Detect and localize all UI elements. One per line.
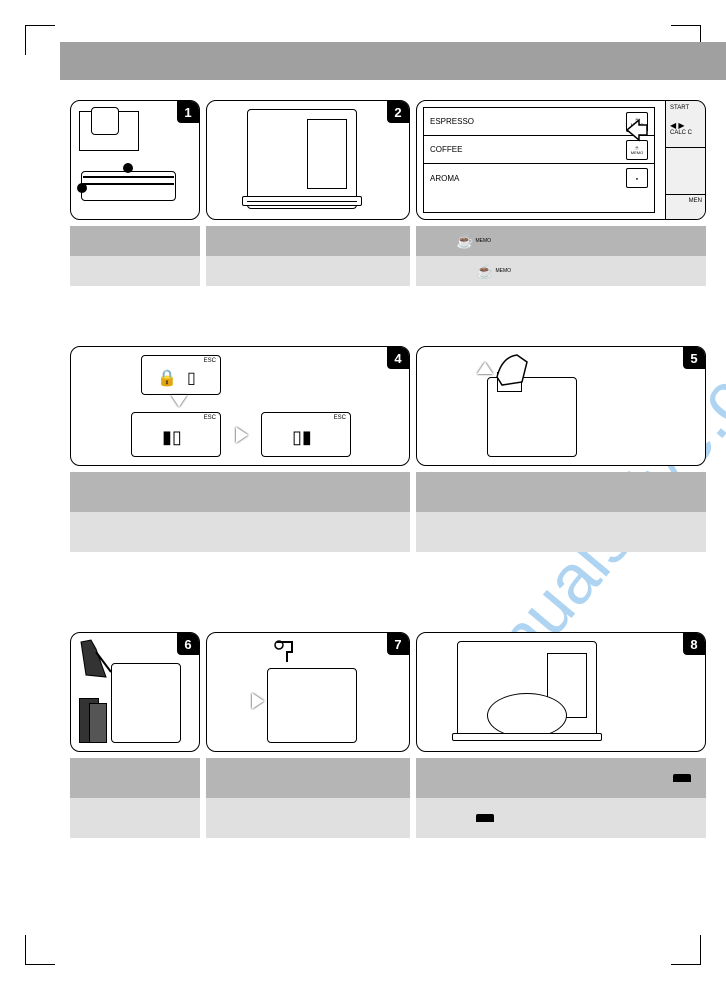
caption [70, 512, 410, 552]
aroma-button: ● [626, 168, 648, 188]
crop-mark [686, 10, 716, 40]
panel-number: 2 [387, 101, 409, 123]
display-row: AROMA ● [424, 164, 654, 192]
side-label: START [670, 105, 701, 111]
caption [206, 798, 410, 838]
caption-row-2b [70, 512, 706, 552]
caption [206, 758, 410, 798]
row-2: 4 ESC 🔒 ▯ ESC ▮▯ ESC ▯▮ 5 [70, 346, 706, 466]
header-bar [60, 42, 726, 80]
caption [70, 226, 200, 256]
flow-box: ESC 🔒 ▯ [141, 355, 221, 395]
side-label: CALC C [670, 130, 701, 136]
caption [70, 472, 410, 512]
side-label: MEN [666, 195, 705, 219]
esc-label: ESC [204, 358, 216, 364]
panel-2: 2 [206, 100, 410, 220]
panel-4: 4 ESC 🔒 ▯ ESC ▮▯ ESC ▯▮ [70, 346, 410, 466]
flow-box: ESC ▮▯ [131, 412, 221, 457]
caption: ☕ MEMO [416, 226, 706, 256]
panel-number: 4 [387, 347, 409, 369]
panel-3: 3 ESPRESSO ☕MEMO COFFEE ☕MEMO AROMA ● [416, 100, 706, 220]
row-1: 1 2 3 ESPRESSO ☕MEMO [70, 100, 706, 220]
panel-8: 8 [416, 632, 706, 752]
panel-number: 6 [177, 633, 199, 655]
machine-icon: ▯ [187, 368, 196, 388]
esc-label: ESC [334, 415, 346, 421]
panel-number: 7 [387, 633, 409, 655]
arrow-right-icon [252, 693, 264, 709]
option-label: COFFEE [430, 145, 462, 154]
bowl-icon [487, 693, 567, 738]
option-label: AROMA [430, 174, 459, 183]
arrow-up-icon [477, 362, 493, 374]
memo-label: MEMO [475, 238, 491, 244]
content: 1 2 3 ESPRESSO ☕MEMO [70, 100, 706, 838]
hand-removing-icon [487, 347, 547, 387]
arrow-down-icon [171, 395, 187, 407]
caption-row-3b [70, 798, 706, 838]
panel-6: 6 [70, 632, 200, 752]
side-panel: START ◀ ▶ CALC C MEN [665, 101, 705, 219]
arrow-right-icon [236, 427, 248, 443]
caption [206, 226, 410, 256]
panel-1: 1 [70, 100, 200, 220]
option-label: ESPRESSO [430, 117, 474, 126]
esc-label: ESC [204, 415, 216, 421]
bottle-pouring-icon [76, 637, 126, 687]
caption [416, 758, 706, 798]
machine-icon: ▮▯ [162, 427, 182, 448]
crop-mark [686, 950, 716, 980]
crop-mark [10, 950, 40, 980]
panel-7: 7 [206, 632, 410, 752]
caption [70, 758, 200, 798]
crop-mark [10, 10, 40, 40]
lock-icon: 🔒 [157, 368, 177, 388]
caption [416, 472, 706, 512]
caption [416, 512, 706, 552]
panel-number: 8 [683, 633, 705, 655]
caption-row-3a [70, 758, 706, 798]
caption [416, 798, 706, 838]
row-3: 6 7 8 [70, 632, 706, 752]
caption-row-1b: ☕ MEMO [70, 256, 706, 286]
caption [206, 256, 410, 286]
cup-icon: ☕ [456, 233, 473, 250]
caption [70, 256, 200, 286]
tray-icon [476, 814, 494, 822]
flow-box: ESC ▯▮ [261, 412, 351, 457]
panel-number: 1 [177, 101, 199, 123]
caption-row-2a [70, 472, 706, 512]
caption: ☕ MEMO [416, 256, 706, 286]
hand-icon [619, 110, 659, 150]
machine-icon: ▯▮ [292, 427, 312, 448]
panel-number: 5 [683, 347, 705, 369]
tray-icon [673, 774, 691, 782]
caption-row-1a: ☕ MEMO [70, 226, 706, 256]
panel-5: 5 [416, 346, 706, 466]
memo-label: MEMO [495, 268, 511, 274]
cup-icon: ☕ [476, 263, 493, 280]
caption [70, 798, 200, 838]
